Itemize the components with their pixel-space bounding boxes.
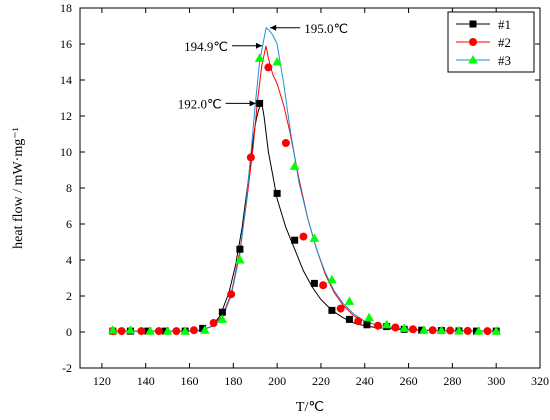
series-line-3 [112, 26, 497, 332]
series-2-point [373, 321, 382, 330]
legend-marker [469, 38, 477, 46]
series-3-point [162, 326, 173, 335]
x-tick-label: 140 [137, 374, 155, 388]
series-2-point [428, 326, 437, 335]
series-3-point [327, 274, 337, 284]
series-1-point [291, 236, 299, 244]
series-1-point [363, 321, 371, 329]
series-3-point [364, 312, 374, 322]
y-axis-title: heat flow / mW·mg⁻¹ [11, 127, 26, 249]
series-2-point [408, 325, 417, 334]
legend: #1 #2 #3 [447, 11, 535, 73]
series-2-point [299, 232, 308, 241]
arrow-head [270, 24, 277, 31]
series-3-point [289, 161, 300, 170]
series-2-point [246, 153, 255, 162]
series-2-point [483, 327, 492, 336]
series-2-point [154, 327, 163, 336]
x-tick-label: 200 [268, 374, 286, 388]
series-3-point [108, 325, 118, 334]
series-3-point [254, 53, 265, 62]
x-tick-label: 220 [312, 374, 330, 388]
series-3-point [309, 233, 320, 242]
y-tick-label: 18 [60, 1, 72, 15]
series-1-point [328, 306, 336, 314]
y-tick-label: 14 [60, 73, 72, 87]
legend-box [447, 11, 535, 73]
series-2-point [319, 281, 328, 290]
y-tick-label: 2 [66, 289, 72, 303]
series-2-point [354, 317, 363, 326]
series-3-point [200, 325, 210, 334]
x-tick-label: 240 [356, 374, 374, 388]
series-2-point [172, 327, 181, 336]
x-tick-label: 320 [531, 374, 549, 388]
y-tick-label: 10 [60, 145, 72, 159]
axis-ticks: 120 140 160 180 200 220 240 260 280 300 320 -2 0 2 4 6 8… [60, 1, 549, 388]
series-2-point [463, 326, 472, 335]
series-2-point [264, 63, 273, 72]
series-3-point [145, 326, 155, 335]
annotation-label: 195.0℃ [304, 21, 348, 36]
peak-annotations: 192.0℃ 194.9℃ 195.0℃ [178, 21, 348, 112]
series-3-point [272, 57, 282, 66]
series-1-point [345, 315, 353, 323]
y-tick-label: 8 [66, 181, 72, 195]
legend-label: #3 [498, 53, 511, 68]
series-2-point [117, 327, 126, 336]
x-tick-label: 160 [181, 374, 199, 388]
legend-marker [468, 55, 478, 64]
series-2-point [281, 139, 290, 147]
series-1-point [310, 279, 318, 287]
y-tick-label: 0 [66, 325, 72, 339]
series-3-point [344, 296, 355, 305]
x-tick-label: 300 [487, 374, 505, 388]
y-tick-label: 16 [60, 37, 72, 51]
legend-label: #2 [498, 35, 511, 50]
series-3-point [491, 326, 501, 335]
x-axis-title: T/℃ [296, 400, 324, 415]
legend-marker [469, 20, 477, 28]
annotation-label: 192.0℃ [178, 96, 222, 111]
series-2-point [209, 319, 218, 327]
series-2-point [227, 290, 236, 299]
y-tick-label: 6 [66, 217, 72, 231]
series-1-point [199, 324, 207, 332]
series-line-2 [112, 45, 497, 332]
series-1-point [236, 245, 244, 253]
series-1-point [218, 308, 226, 316]
arrow-head [249, 100, 256, 107]
annotation-label: 194.9℃ [184, 39, 228, 54]
series-2-point [336, 304, 345, 313]
series-3-point [399, 323, 409, 332]
x-tick-label: 120 [93, 374, 111, 388]
series-2-point [391, 323, 400, 332]
series-markers [108, 53, 501, 336]
series-line-1 [112, 102, 497, 332]
series-3-point [419, 325, 429, 334]
y-tick-label: -2 [62, 361, 72, 375]
x-tick-label: 280 [443, 374, 461, 388]
series-3-point [436, 325, 447, 335]
series-1-point [273, 189, 281, 197]
series-curves [112, 26, 497, 332]
series-3-point [454, 325, 464, 335]
arrow-head [255, 42, 262, 49]
series-2-point [189, 326, 198, 335]
legend-label: #1 [498, 17, 511, 32]
x-tick-label: 260 [400, 374, 418, 388]
series-1-point [256, 99, 264, 107]
series-3-point [125, 325, 136, 334]
x-tick-label: 180 [224, 374, 242, 388]
series-3-point [381, 319, 392, 329]
y-tick-label: 12 [60, 109, 72, 123]
series-3-point [217, 314, 228, 323]
series-3-point [235, 255, 245, 264]
series-3-point [180, 326, 190, 335]
y-tick-label: 4 [66, 253, 72, 267]
series-3-point [473, 326, 484, 335]
series-2-point [446, 326, 455, 335]
series-2-point [137, 327, 146, 336]
